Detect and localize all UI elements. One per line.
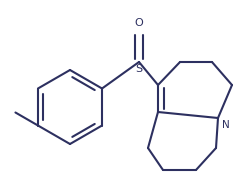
Text: S: S (135, 64, 143, 74)
Text: N: N (222, 120, 230, 130)
Text: O: O (135, 18, 143, 28)
